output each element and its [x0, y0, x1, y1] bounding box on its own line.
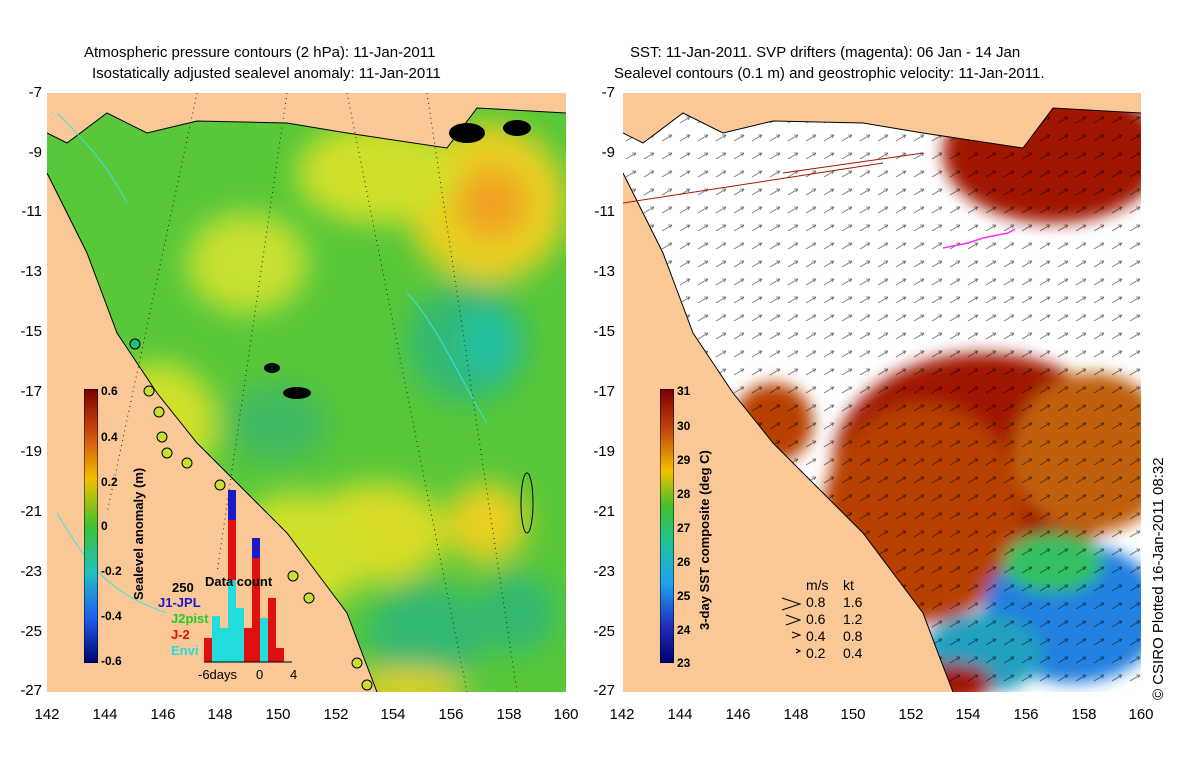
legend-j-2: J-2 [171, 627, 190, 642]
right-title-line2: Sealevel contours (0.1 m) and geostrophi… [614, 65, 1045, 82]
y-tick-right: -25 [593, 623, 615, 640]
x-tick-right: 160 [1128, 706, 1154, 723]
colorbar-tick: 0 [101, 519, 108, 533]
x-tick-left: 146 [150, 706, 176, 723]
right-title-line1: SST: 11-Jan-2011. SVP drifters (magenta)… [630, 44, 1021, 61]
data-count-title: Data count [205, 574, 273, 589]
x-tick-left: 142 [34, 706, 60, 723]
x-tick-left: 160 [553, 706, 579, 723]
speed-legend-header-kt: kt [843, 577, 854, 593]
y-tick-left: -21 [20, 503, 42, 520]
histogram-xlabel: 4 [290, 667, 298, 682]
colorbar-tick: 0.2 [101, 475, 118, 489]
speed-ms: 0.6 [806, 611, 826, 627]
colorbar-tick: -0.4 [101, 609, 122, 623]
y-tick-right: -13 [593, 263, 615, 280]
colorbar-tick: 25 [677, 589, 691, 603]
x-tick-right: 144 [667, 706, 693, 723]
colorbar-label: Sealevel anomaly (m) [131, 467, 146, 600]
colorbar-tick: 26 [677, 555, 691, 569]
y-tick-right: -19 [593, 443, 615, 460]
data-count-histogram [204, 490, 292, 663]
colorbar-tick: 30 [677, 419, 691, 433]
x-tick-left: 158 [496, 706, 522, 723]
sst-colorbar [660, 389, 674, 663]
colorbar-tick: 28 [677, 487, 691, 501]
histogram-xlabel: -6days [198, 667, 238, 682]
colorbar-tick: 29 [677, 453, 691, 467]
speed-kt: 1.2 [843, 611, 863, 627]
colorbar-tick: 31 [677, 384, 691, 398]
y-tick-left: -23 [20, 563, 42, 580]
x-tick-left: 156 [438, 706, 464, 723]
x-tick-right: 148 [783, 706, 809, 723]
csiro-credit: © CSIRO Plotted 16-Jan-2011 08:32 [1150, 457, 1167, 700]
speed-ms: 0.8 [806, 594, 826, 610]
speed-ms: 0.4 [806, 628, 826, 644]
y-tick-left: -11 [21, 203, 42, 220]
colorbar-tick: 24 [677, 623, 691, 637]
left-title-line1: Atmospheric pressure contours (2 hPa): 1… [84, 44, 436, 61]
colorbar-tick: -0.2 [101, 564, 122, 578]
x-tick-left: 148 [207, 706, 233, 723]
y-tick-left: -9 [28, 144, 42, 161]
y-tick-right: -11 [594, 203, 615, 220]
sealevel-colorbar [84, 389, 98, 663]
x-tick-left: 150 [265, 706, 291, 723]
x-tick-right: 142 [609, 706, 635, 723]
speed-legend-header-ms: m/s [806, 577, 829, 593]
x-tick-right: 150 [840, 706, 866, 723]
y-tick-right: -27 [593, 682, 615, 699]
colorbar-tick: -0.6 [101, 654, 122, 668]
colorbar-tick: 23 [677, 656, 691, 670]
colorbar-tick: 27 [677, 521, 691, 535]
x-tick-right: 146 [725, 706, 751, 723]
sst-map [623, 93, 1141, 692]
y-tick-left: -7 [28, 84, 42, 101]
x-tick-left: 144 [92, 706, 118, 723]
x-tick-left: 154 [380, 706, 406, 723]
histogram-xlabel: 0 [256, 667, 264, 682]
legend-j1-jpl: J1-JPL [158, 595, 201, 610]
colorbar-tick: 0.6 [101, 384, 118, 398]
y-tick-right: -7 [601, 84, 615, 101]
legend-envi: Envi [171, 643, 199, 658]
speed-legend-arrows [781, 597, 802, 654]
x-tick-left: 152 [323, 706, 349, 723]
sealevel-anomaly-map [47, 93, 566, 692]
speed-kt: 0.4 [843, 645, 863, 661]
y-tick-left: -15 [20, 323, 42, 340]
speed-kt: 0.8 [843, 628, 863, 644]
y-tick-left: -13 [20, 263, 42, 280]
colorbar-tick: 0.4 [101, 430, 118, 444]
x-tick-right: 158 [1071, 706, 1097, 723]
y-tick-left: -27 [20, 682, 42, 699]
y-tick-right: -23 [593, 563, 615, 580]
colorbar-label: 3-day SST composite (deg C) [697, 450, 712, 630]
y-tick-right: -15 [593, 323, 615, 340]
y-tick-left: -17 [20, 383, 42, 400]
y-tick-right: -21 [593, 503, 615, 520]
x-tick-right: 156 [1013, 706, 1039, 723]
x-tick-right: 154 [955, 706, 981, 723]
y-tick-left: -19 [20, 443, 42, 460]
left-title-line2: Isostatically adjusted sealevel anomaly:… [92, 65, 441, 82]
y-tick-left: -25 [20, 623, 42, 640]
y-tick-right: -9 [601, 144, 615, 161]
y-tick-right: -17 [593, 383, 615, 400]
speed-kt: 1.6 [843, 594, 863, 610]
data-count-max: 250 [172, 580, 194, 595]
legend-j2pist: J2pist [171, 611, 209, 626]
speed-ms: 0.2 [806, 645, 826, 661]
x-tick-right: 152 [898, 706, 924, 723]
